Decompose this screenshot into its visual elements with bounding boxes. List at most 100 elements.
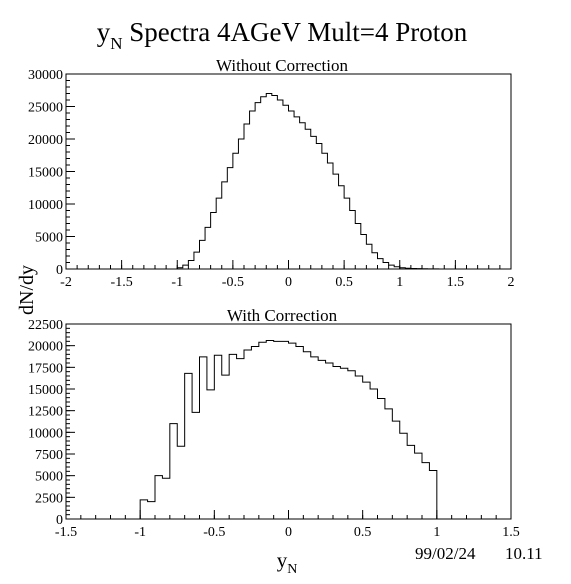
y-tick-label: 10000 <box>28 198 63 213</box>
histogram-bin <box>188 261 194 269</box>
y-tick-label: 30000 <box>28 68 63 83</box>
histogram-bin <box>407 445 414 519</box>
x-tick-label: 0.5 <box>354 525 372 540</box>
figure-title: yN Spectra 4AGeV Mult=4 Proton <box>97 17 468 53</box>
histogram-bin <box>296 347 303 519</box>
y-tick-label: 17500 <box>28 361 63 376</box>
histogram-bin <box>155 476 162 519</box>
x-axis-label: yN <box>277 548 298 577</box>
histogram-bin <box>261 97 267 269</box>
histogram-bin <box>385 409 392 519</box>
histogram-bin <box>227 168 233 269</box>
histogram-bin <box>251 347 258 519</box>
histogram-step-line <box>139 339 438 519</box>
histogram-bin <box>318 360 325 519</box>
y-tick-label: 20000 <box>28 340 63 355</box>
panel-title-bottom: With Correction <box>227 306 338 325</box>
histogram-bin <box>326 363 333 519</box>
histogram-bin <box>200 357 207 519</box>
histogram-step-line <box>176 93 445 270</box>
histogram-bin <box>177 446 184 519</box>
histogram-bin <box>333 174 339 269</box>
histogram-bin <box>322 153 328 269</box>
histogram-bin <box>294 117 300 269</box>
histogram-bin <box>340 368 347 519</box>
x-tick-label: 2 <box>508 275 515 290</box>
x-tick-label: -1.5 <box>55 525 77 540</box>
y-tick-label: 22500 <box>28 318 63 333</box>
x-tick-label: -0.5 <box>222 275 244 290</box>
histogram-bin <box>363 382 370 519</box>
histogram-bin <box>148 502 155 519</box>
histogram-bin <box>237 359 244 519</box>
x-tick-label: -1 <box>171 275 183 290</box>
histogram-bin <box>355 224 361 270</box>
histogram-bin <box>327 163 333 269</box>
x-tick-label: 1 <box>433 525 440 540</box>
histogram-bin <box>378 399 385 519</box>
x-tick-label: 0 <box>285 525 292 540</box>
histogram-bin <box>214 355 221 519</box>
histogram-bin <box>316 144 322 269</box>
histogram-bin <box>303 352 310 519</box>
histogram-bin <box>429 470 436 519</box>
histogram-bin <box>185 373 192 519</box>
histogram-bin <box>394 267 400 269</box>
histogram-bin <box>177 268 183 269</box>
figure-title-sub: N <box>110 34 122 53</box>
y-tick-label: 7500 <box>35 448 63 463</box>
x-axis-label-main: y <box>277 548 288 572</box>
histogram-bin <box>405 268 411 269</box>
histogram-bin <box>289 111 295 269</box>
histogram-bin <box>339 186 345 269</box>
histogram-bin <box>300 123 306 269</box>
y-tick-label: 12500 <box>28 405 63 420</box>
histogram-bin <box>366 244 372 269</box>
y-tick-label: 20000 <box>28 133 63 148</box>
histogram-bin <box>259 342 266 519</box>
figure-title-main: y <box>97 17 111 47</box>
histogram-bin <box>266 340 273 519</box>
histogram-bin <box>266 94 272 270</box>
histogram-bin <box>289 343 296 519</box>
histogram-bin <box>361 235 367 269</box>
y-axis-label: dN/dy <box>16 265 38 315</box>
histogram-bin <box>250 111 256 269</box>
y-tick-label: 15000 <box>28 166 63 181</box>
histogram-bin <box>283 105 289 269</box>
histogram-bin <box>255 103 261 269</box>
panel-with-correction: With Correction -1.5 -1 -0.5 0 0.5 1 1.5 0 2500 5… <box>28 306 520 540</box>
histogram-bin <box>233 153 239 269</box>
histogram-bin <box>344 198 350 269</box>
histogram-bin <box>216 198 222 269</box>
x-tick-label: -0.5 <box>203 525 225 540</box>
histogram-bin <box>194 252 200 269</box>
histogram-bin <box>222 182 228 269</box>
x-tick-label: 1.5 <box>447 275 465 290</box>
histogram-bin <box>229 354 236 519</box>
y-tick-label: 2500 <box>35 491 63 506</box>
x-axis-label-sub: N <box>287 562 297 577</box>
histogram-bin <box>389 265 395 269</box>
x-tick-label: 0 <box>285 275 292 290</box>
histogram-bin <box>183 265 189 269</box>
histogram-bin <box>400 268 406 269</box>
histogram-bin <box>311 136 317 269</box>
histogram-bin <box>355 376 362 519</box>
x-tick-label: -2 <box>60 275 72 290</box>
histogram-bin <box>222 375 229 519</box>
histogram-bin <box>272 95 278 269</box>
histogram-bin <box>415 453 422 519</box>
figure-title-rest: Spectra 4AGeV Mult=4 Proton <box>123 17 468 47</box>
x-tick-label: 1.5 <box>502 525 520 540</box>
y-tick-label: 10000 <box>28 426 63 441</box>
panel-without-correction: Without Correction -2 -1.5 -1 -0.5 0 0.5 1 1.5 2… <box>28 56 515 290</box>
histogram-bin <box>205 227 211 269</box>
panel-title-top: Without Correction <box>216 56 348 75</box>
histogram-bin <box>140 500 147 519</box>
histogram-bin <box>422 463 429 519</box>
histogram-bin <box>372 253 378 269</box>
histogram-bin <box>200 240 206 269</box>
histogram-bin <box>281 341 288 519</box>
